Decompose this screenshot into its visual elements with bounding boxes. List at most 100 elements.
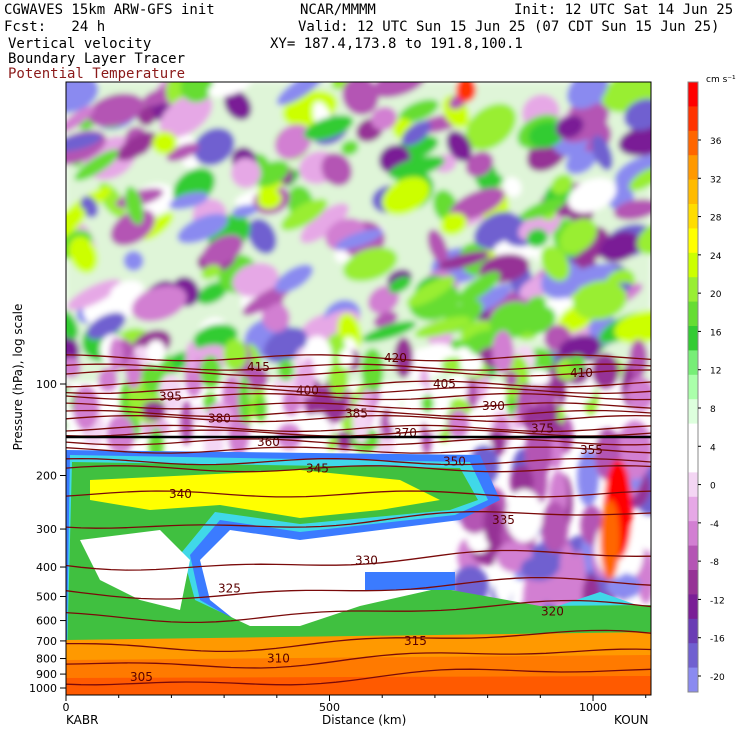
theta-contour-370 (66, 429, 651, 437)
theta-contour-380 (66, 414, 651, 423)
theta-label-375: 375 (531, 421, 554, 435)
y-axis-label: Pressure (hPa), log scale (11, 303, 25, 451)
theta-label-345: 345 (306, 462, 329, 476)
theta-label-405: 405 (433, 377, 456, 391)
y-tick-label-1000: 1000 (29, 682, 57, 695)
y-tick-label-300: 300 (36, 523, 57, 536)
colorbar-label-12: 12 (710, 367, 721, 377)
theta-label-410: 410 (570, 366, 593, 380)
colorbar-swatch (688, 82, 698, 107)
colorbar-swatch (688, 423, 698, 449)
theta-label-390: 390 (482, 399, 505, 413)
theta-label-310: 310 (267, 652, 290, 666)
theta-contour-310 (66, 648, 651, 669)
theta-contour-330 (66, 549, 651, 571)
x-tick-label-500: 500 (319, 701, 340, 714)
theta-label-340: 340 (169, 487, 192, 501)
colorbar-swatch (688, 350, 698, 376)
theta-contour-320 (66, 599, 651, 624)
colorbar-label--4: -4 (710, 520, 719, 530)
theta-contour-385 (66, 409, 651, 418)
theta-contour-415 (66, 363, 651, 371)
theta-contour-315 (66, 629, 651, 653)
x-tick-label-1000: 1000 (579, 701, 607, 714)
theta-contour-350 (66, 457, 651, 466)
theta-label-415: 415 (247, 360, 270, 374)
center-label: NCAR/MMMM (300, 2, 376, 18)
theta-contour-360 (66, 438, 651, 446)
colorbar-swatch (688, 204, 698, 229)
colorbar-swatch (688, 277, 698, 303)
colorbar-swatch (688, 472, 698, 498)
colorbar-label--12: -12 (710, 596, 725, 606)
model-title: CGWAVES 15km ARW-GFS init (4, 2, 215, 18)
theta-contour-355 (66, 446, 651, 454)
x-axis-label: Distance (km) (322, 713, 407, 727)
theta-label-305: 305 (130, 670, 153, 684)
colorbar-label--8: -8 (710, 558, 719, 568)
y-tick-label-500: 500 (36, 590, 57, 603)
theta-label-400: 400 (296, 383, 319, 397)
colorbar-label-20: 20 (710, 290, 722, 300)
theta-label-395: 395 (159, 390, 182, 404)
theta-label-420: 420 (384, 351, 407, 365)
colorbar-frame (687, 81, 699, 693)
theta-label-350: 350 (443, 455, 466, 469)
x-tick-label-0: 0 (63, 701, 70, 714)
colorbar-label-28: 28 (710, 214, 722, 224)
x-axis: 0 500 1000 (63, 695, 647, 714)
init-time: Init: 12 UTC Sat 14 Jun 25 (514, 2, 734, 18)
colorbar-swatch (688, 570, 698, 595)
y-tick-label-900: 900 (36, 668, 57, 681)
theta-label-355: 355 (580, 443, 603, 457)
colorbar-label-16: 16 (710, 328, 722, 338)
theta-label-380: 380 (208, 412, 231, 426)
plot-frame (65, 81, 652, 696)
colorbar-swatch (688, 301, 698, 327)
colorbar-swatch (688, 326, 698, 351)
theta-contour-340 (66, 490, 651, 498)
colorbar-label--16: -16 (710, 635, 725, 645)
field-vertical-velocity: Vertical velocity (8, 36, 152, 52)
vertical-velocity-field (66, 82, 651, 650)
y-tick-label-600: 600 (36, 615, 57, 628)
theta-contour-410 (66, 369, 651, 377)
colorbar-label--20: -20 (710, 673, 725, 683)
field-potential-temperature: Potential Temperature (8, 66, 186, 82)
y-tick-label-800: 800 (36, 653, 57, 666)
left-station: KABR (66, 713, 99, 727)
colorbar-swatch (688, 374, 698, 400)
colorbar-label-8: 8 (710, 405, 716, 415)
theta-label-320: 320 (541, 604, 564, 618)
field-boundary-layer: Boundary Layer Tracer (8, 51, 186, 67)
theta-contour-420 (66, 354, 651, 362)
theta-contour-325 (66, 576, 651, 600)
theta-contour-395 (66, 392, 651, 401)
y-tick-label-400: 400 (36, 561, 57, 574)
theta-contour-345 (66, 465, 651, 473)
right-station: KOUN (614, 713, 649, 727)
theta-contour-305 (66, 668, 651, 686)
colorbar-swatch (688, 399, 698, 425)
colorbar-swatch (688, 594, 698, 620)
colorbar-swatch (688, 155, 698, 181)
xy-range: XY= 187.4,173.8 to 191.8,100.1 (270, 36, 523, 52)
colorbar-label-24: 24 (710, 252, 722, 262)
theta-contour-400 (66, 386, 651, 395)
colorbar-label-4: 4 (710, 443, 716, 453)
boundary-layer-tracer (66, 450, 651, 695)
colorbar-swatch (688, 228, 698, 254)
theta-label-315: 315 (404, 634, 427, 648)
theta-contour-390 (66, 402, 651, 410)
colorbar-swatch (688, 252, 698, 278)
colorbar-swatch (688, 179, 698, 205)
theta-label-360: 360 (257, 435, 280, 449)
y-tick-label-700: 700 (36, 635, 57, 648)
colorbar-swatch (688, 521, 698, 547)
colorbar-swatch (688, 448, 698, 473)
colorbar: 36 32 28 24 20 16 12 8 4 0 -4 -8 -12 -16 -20 (687, 81, 725, 693)
